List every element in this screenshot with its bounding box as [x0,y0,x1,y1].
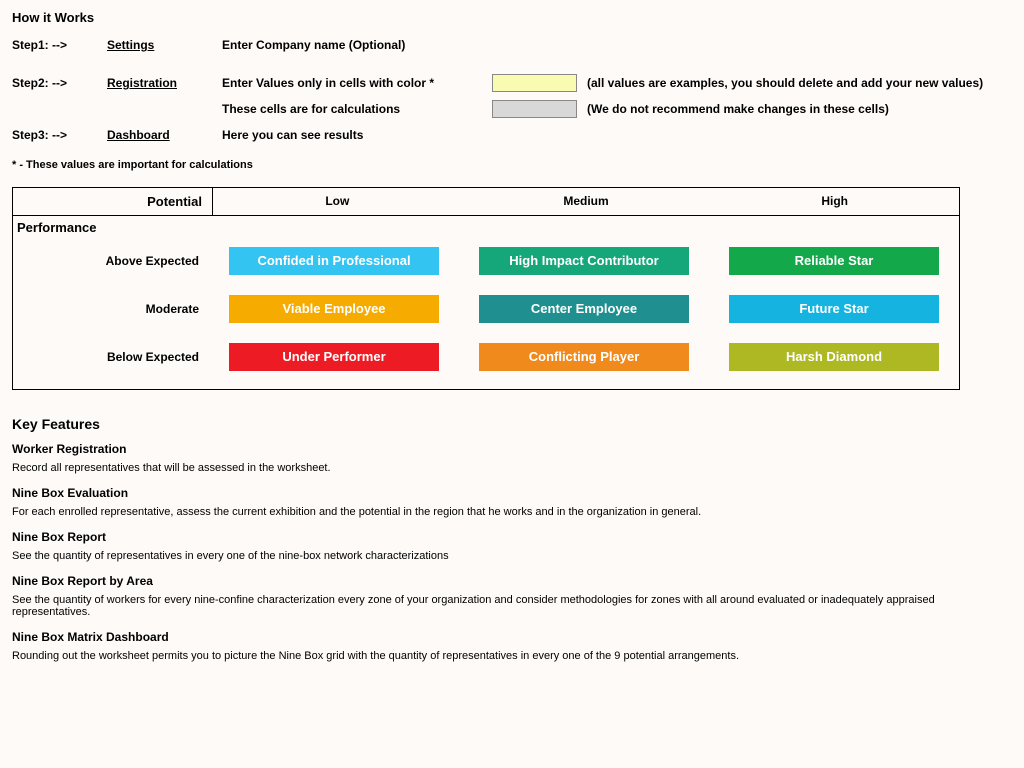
swatch-calc-cell [492,100,577,118]
page-title: How it Works [12,10,1012,25]
feature-desc: Rounding out the worksheet permits you t… [12,650,1012,662]
feature-title: Nine Box Evaluation [12,486,1012,500]
matrix-cell: Under Performer [229,343,439,371]
feature-title: Nine Box Report [12,530,1012,544]
step-link-settings[interactable]: Settings [107,38,222,52]
feature-title: Nine Box Matrix Dashboard [12,630,1012,644]
matrix-cell: Reliable Star [729,247,939,275]
step-note: (We do not recommend make changes in the… [587,102,889,116]
key-features: Key Features Worker Registration Record … [12,416,1012,662]
step-desc: Here you can see results [222,128,482,142]
step-row: Step2: --> Registration Enter Values onl… [12,73,1012,93]
matrix-row: Moderate Viable Employee Center Employee… [13,285,959,333]
row-label-moderate: Moderate [13,302,209,316]
axis-performance-label: Performance [13,216,959,237]
matrix-cell: Conflicting Player [479,343,689,371]
row-label-below-expected: Below Expected [13,350,209,364]
features-heading: Key Features [12,416,1012,432]
matrix-row: Below Expected Under Performer Conflicti… [13,333,959,389]
matrix-cell: Confided in Professional [229,247,439,275]
matrix-row: Above Expected Confided in Professional … [13,237,959,285]
step-desc: Enter Values only in cells with color * [222,76,482,90]
nine-box-matrix: Potential Low Medium High Performance Ab… [12,187,960,390]
matrix-header-row: Potential Low Medium High [13,188,959,216]
matrix-cell: Center Employee [479,295,689,323]
row-label-above-expected: Above Expected [13,254,209,268]
feature-desc: See the quantity of workers for every ni… [12,594,1012,618]
feature-desc: See the quantity of representatives in e… [12,550,1012,562]
matrix-cell: High Impact Contributor [479,247,689,275]
col-header-medium: Medium [462,188,711,215]
step-desc: These cells are for calculations [222,102,482,116]
feature-desc: Record all representatives that will be … [12,462,1012,474]
step-link-dashboard[interactable]: Dashboard [107,128,222,142]
step-label: Step1: --> [12,38,107,52]
matrix-cell: Harsh Diamond [729,343,939,371]
step-desc: Enter Company name (Optional) [222,38,482,52]
matrix-cell: Viable Employee [229,295,439,323]
footnote: * - These values are important for calcu… [12,159,1012,171]
step-row: These cells are for calculations (We do … [12,99,1012,119]
matrix-cell: Future Star [729,295,939,323]
step-label: Step3: --> [12,128,107,142]
steps-block: Step1: --> Settings Enter Company name (… [12,35,1012,145]
swatch-input-cell [492,74,577,92]
col-header-low: Low [213,188,462,215]
feature-title: Worker Registration [12,442,1012,456]
step-note: (all values are examples, you should del… [587,76,983,90]
feature-title: Nine Box Report by Area [12,574,1012,588]
col-header-high: High [710,188,959,215]
step-link-registration[interactable]: Registration [107,76,222,90]
step-row: Step1: --> Settings Enter Company name (… [12,35,1012,55]
step-row: Step3: --> Dashboard Here you can see re… [12,125,1012,145]
feature-desc: For each enrolled representative, assess… [12,506,1012,518]
axis-potential-label: Potential [13,188,213,215]
step-label: Step2: --> [12,76,107,90]
